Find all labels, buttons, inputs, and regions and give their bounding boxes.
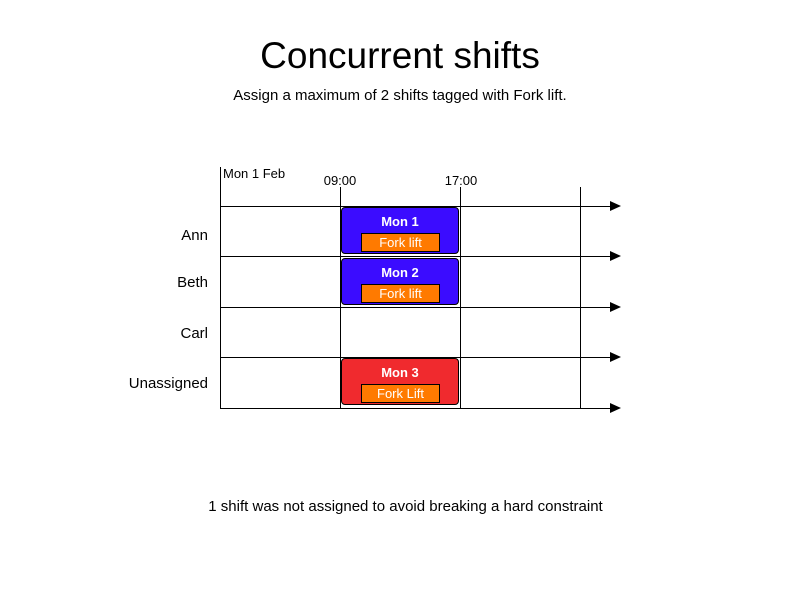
- diagram-subtitle: Assign a maximum of 2 shifts tagged with…: [233, 87, 567, 104]
- time-label-start: 09:00: [323, 173, 357, 188]
- row-label-unassigned: Unassigned: [128, 375, 208, 392]
- footer-note: 1 shift was not assigned to avoid breaki…: [208, 498, 603, 515]
- shift-tag: Fork lift: [361, 284, 440, 303]
- row-label-ann: Ann: [181, 227, 208, 244]
- arrow-right-icon: [610, 302, 621, 312]
- date-label: Mon 1 Feb: [223, 166, 286, 181]
- gridline-next: [580, 187, 581, 409]
- row-line: [220, 408, 615, 409]
- row-line: [220, 206, 615, 207]
- row-line: [220, 307, 615, 308]
- arrow-right-icon: [610, 201, 621, 211]
- timeline-axis-line: [220, 167, 221, 409]
- shift-tag: Fork lift: [361, 233, 440, 252]
- shift-mon-3[interactable]: Mon 3 Fork Lift: [341, 358, 459, 405]
- row-line: [220, 256, 615, 257]
- time-label-end: 17:00: [444, 173, 478, 188]
- gridline-1700: [460, 187, 461, 409]
- row-label-beth: Beth: [177, 274, 208, 291]
- shift-mon-1[interactable]: Mon 1 Fork lift: [341, 207, 459, 254]
- arrow-right-icon: [610, 352, 621, 362]
- row-line: [220, 357, 615, 358]
- arrow-right-icon: [610, 251, 621, 261]
- diagram-title: Concurrent shifts: [260, 35, 540, 76]
- shift-title: Mon 1: [381, 214, 419, 229]
- shift-tag: Fork Lift: [361, 384, 440, 403]
- row-label-carl: Carl: [180, 325, 208, 342]
- shift-mon-2[interactable]: Mon 2 Fork lift: [341, 258, 459, 305]
- shift-title: Mon 3: [381, 365, 419, 380]
- gridline-0900: [340, 187, 341, 409]
- shift-title: Mon 2: [381, 265, 419, 280]
- arrow-right-icon: [610, 403, 621, 413]
